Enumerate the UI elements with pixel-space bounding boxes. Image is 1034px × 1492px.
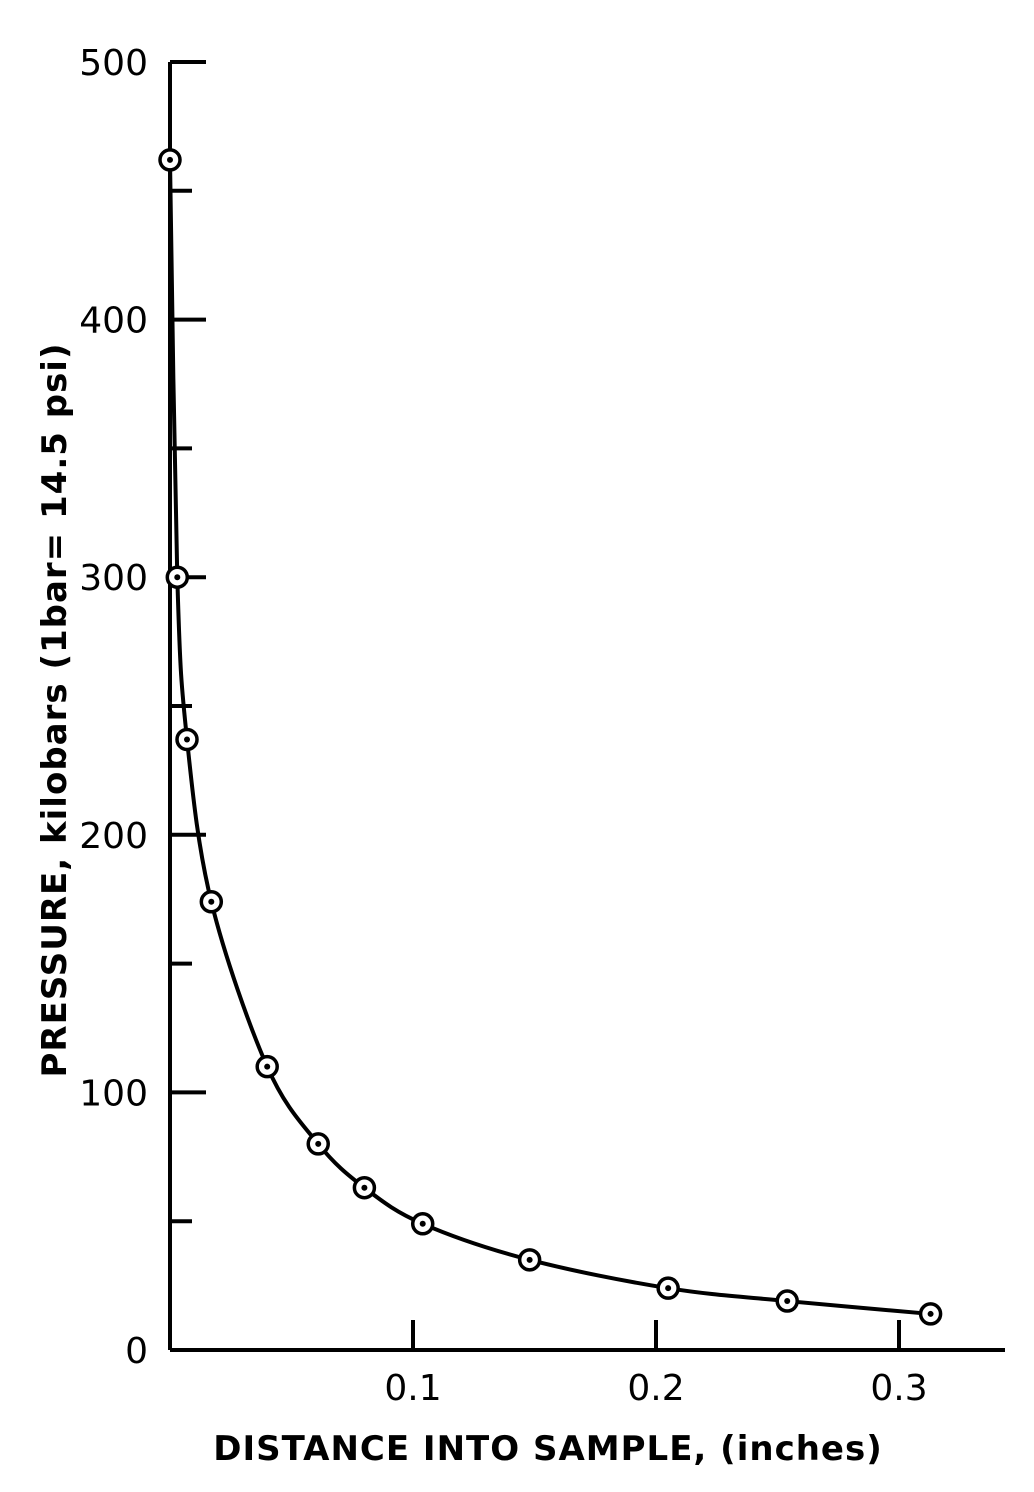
y-tick-label: 200 [79,816,148,857]
x-axis-label: DISTANCE INTO SAMPLE, (inches) [213,1429,883,1469]
data-point-center [167,156,173,163]
data-point [199,890,224,914]
data-point-center [264,1063,271,1070]
data-point [165,565,190,589]
data-point-center [174,574,181,581]
y-tick-label: 100 [79,1073,148,1114]
data-point-center [526,1256,533,1263]
tick-labels: 0 100 200 300 400 500 0.1 0.2 0.3 [79,43,927,1409]
y-tick-label: 500 [79,43,148,84]
x-tick-label: 0.3 [870,1368,927,1409]
data-point-center [784,1298,791,1305]
data-point-center [665,1285,672,1292]
data-point-center [208,898,215,905]
y-axis-label: PRESSURE, kilobars (1bar= 14.5 psi) [35,342,75,1077]
data-point [918,1302,943,1326]
data-point [410,1212,435,1236]
axes [168,62,1005,1352]
data-point-center [927,1310,934,1317]
tick-marks [170,60,901,1350]
y-tick-label: 400 [79,301,148,342]
data-point [175,727,199,752]
data-point-center [315,1140,322,1147]
y-tick-label: 0 [125,1331,148,1372]
data-point-center [361,1184,368,1191]
fit-curve [168,159,931,1316]
data-point [255,1054,279,1079]
data-point [775,1289,799,1313]
data-point-center [184,736,191,743]
data-point [656,1276,680,1300]
data-point [517,1248,542,1272]
data-point [158,148,182,172]
data-points [158,148,943,1326]
data-point [352,1175,377,1200]
x-tick-label: 0.1 [384,1368,441,1409]
data-point [306,1132,330,1156]
x-tick-label: 0.2 [627,1368,684,1409]
y-tick-label: 300 [79,558,148,599]
data-point-center [419,1220,426,1227]
